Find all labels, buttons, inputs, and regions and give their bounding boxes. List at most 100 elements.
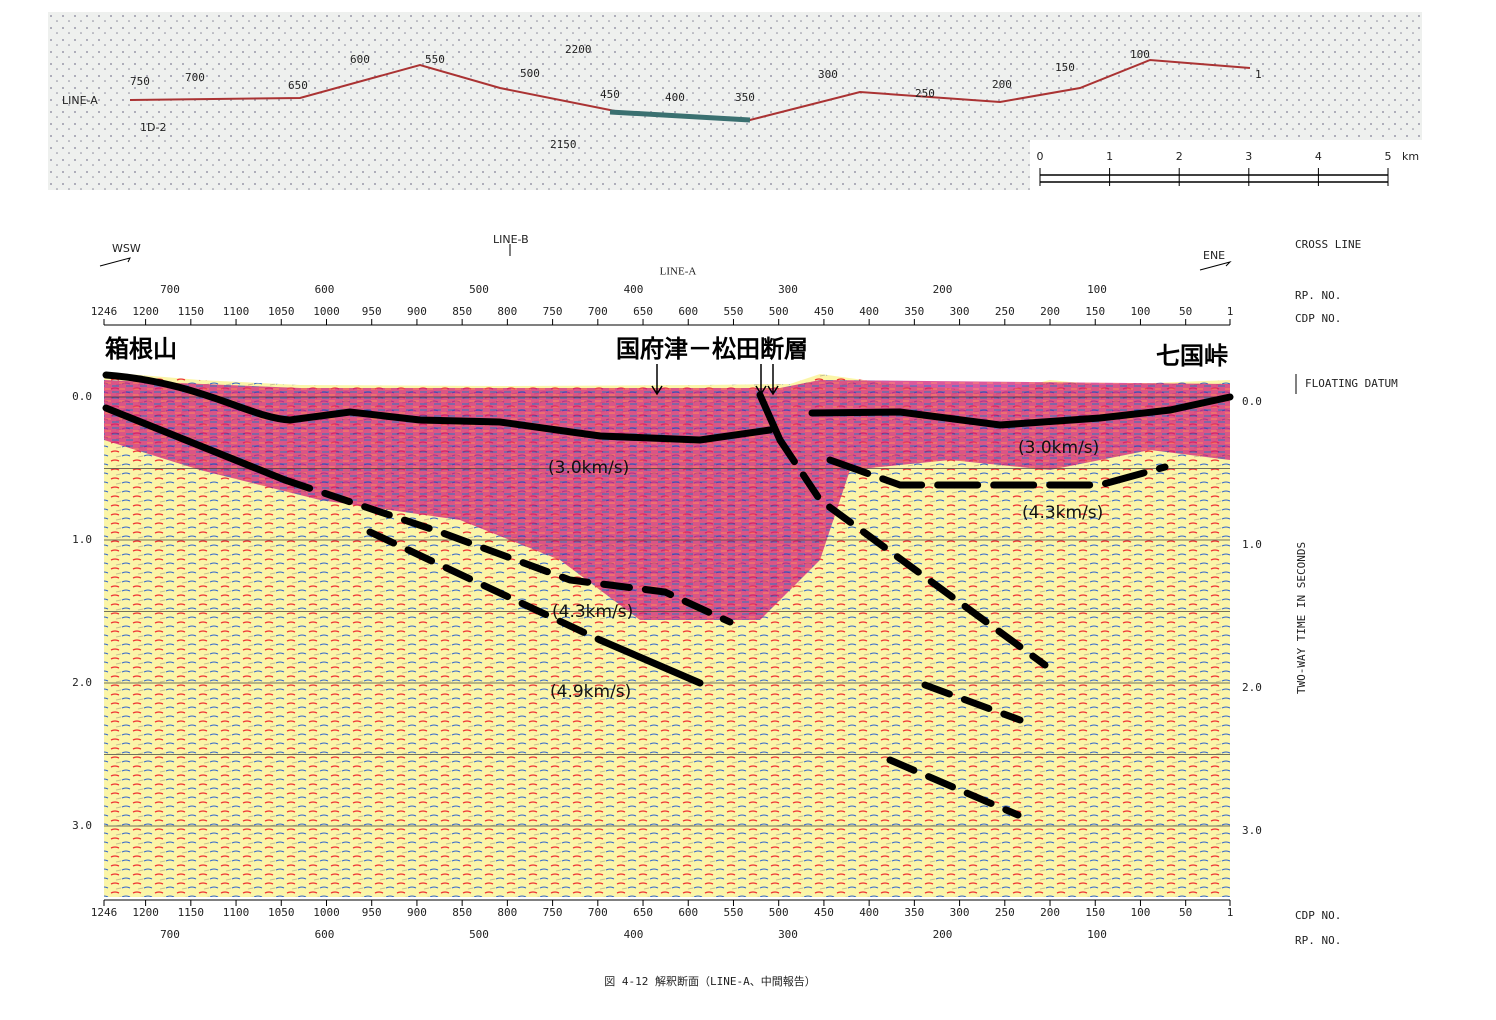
cdp-label: 900 — [407, 906, 427, 919]
cdp-label: 400 — [859, 305, 879, 318]
scale-unit: km — [1402, 150, 1419, 163]
cdp-label: 600 — [678, 305, 698, 318]
cdp-label: 350 — [904, 906, 924, 919]
station: 500 — [520, 67, 540, 80]
horizon — [826, 456, 1169, 489]
rp-label: 200 — [933, 283, 953, 296]
rp-label: 700 — [160, 283, 180, 296]
rp-label: 100 — [1087, 928, 1107, 941]
cdp-label: 1150 — [178, 906, 205, 919]
cdp-label: 100 — [1131, 906, 1151, 919]
caption: 図 4-12 解釈断面（LINE-A、中間報告） — [604, 974, 815, 988]
cdp-label: 800 — [497, 305, 517, 318]
scale-label: 3 — [1245, 150, 1252, 163]
cdp-label: 1246 — [91, 305, 118, 318]
cdp-label: 850 — [452, 906, 472, 919]
station: 450 — [600, 88, 620, 101]
cdp-label: 350 — [904, 305, 924, 318]
time-label: 2.0 — [72, 676, 92, 689]
horizon — [596, 636, 704, 687]
place-left: 箱根山 — [105, 335, 177, 363]
station: 600 — [350, 53, 370, 66]
station: 1 — [1255, 68, 1262, 81]
cdp-label: 150 — [1085, 305, 1105, 318]
cdp-label: 700 — [588, 305, 608, 318]
interpretation — [102, 371, 1234, 819]
cdp-label: 1150 — [178, 305, 205, 318]
cdp-label: 950 — [362, 906, 382, 919]
seismic-strong-reflections — [104, 380, 1230, 620]
right-label: CDP NO. — [1295, 312, 1341, 325]
station: 750 — [130, 75, 150, 88]
fault — [756, 391, 784, 444]
cdp-label: 1 — [1227, 906, 1234, 919]
rp-label: 200 — [933, 928, 953, 941]
cdp-label: 1200 — [132, 906, 159, 919]
station: 150 — [1055, 61, 1075, 74]
time-axis-label: TWO-WAY TIME IN SECONDS — [1295, 542, 1308, 694]
rp-label: 500 — [469, 283, 489, 296]
horizon — [366, 528, 604, 644]
right-label: RP. NO. — [1295, 934, 1341, 947]
velocity-label: (4.3km/s) — [552, 602, 633, 622]
cdp-label: 200 — [1040, 305, 1060, 318]
fault — [776, 436, 1049, 669]
cdp-label: 750 — [543, 305, 563, 318]
horizon — [281, 476, 734, 626]
cdp-label: 1200 — [132, 305, 159, 318]
velocity-label: (4.9km/s) — [550, 682, 631, 702]
cdp-label: 550 — [724, 305, 744, 318]
cdp-label: 400 — [859, 906, 879, 919]
velocity-label: (3.0km/s) — [1018, 438, 1099, 458]
cdp-label: 450 — [814, 305, 834, 318]
cdp-label: 850 — [452, 305, 472, 318]
rp-label: 400 — [624, 928, 644, 941]
cdp-label: 500 — [769, 906, 789, 919]
station: 250 — [915, 87, 935, 100]
right-label: FLOATING DATUM — [1305, 377, 1398, 390]
time-label: 0.0 — [72, 390, 92, 403]
cdp-label: 200 — [1040, 906, 1060, 919]
survey-segment — [609, 109, 751, 123]
cdp-label: 800 — [497, 906, 517, 919]
cdp-label: 600 — [678, 906, 698, 919]
horizon — [808, 393, 1234, 429]
rp-label: 300 — [778, 928, 798, 941]
scale-label: 2 — [1176, 150, 1183, 163]
direction-right: ENE — [1203, 249, 1225, 262]
horizon — [102, 404, 289, 484]
right-label: CDP NO. — [1295, 909, 1341, 922]
place-right: 七国峠 — [1156, 342, 1228, 370]
fault — [886, 756, 1022, 819]
cdp-label: 1246 — [91, 906, 118, 919]
station: 2200 — [565, 43, 592, 56]
cdp-label: 1100 — [223, 906, 250, 919]
cdp-label: 650 — [633, 906, 653, 919]
rp-label: 100 — [1087, 283, 1107, 296]
cdp-label: 550 — [724, 906, 744, 919]
time-label: 3.0 — [1242, 824, 1262, 837]
cdp-label: 700 — [588, 906, 608, 919]
time-label: 1.0 — [72, 533, 92, 546]
horizon — [102, 371, 774, 444]
rp-label: 300 — [778, 283, 798, 296]
velocity-label: (4.3km/s) — [1022, 503, 1103, 523]
fault-name: 国府津－松田断層 — [616, 335, 808, 363]
scale-label: 1 — [1106, 150, 1113, 163]
cdp-label: 750 — [543, 906, 563, 919]
rp-label: 500 — [469, 928, 489, 941]
cdp-label: 1000 — [313, 305, 340, 318]
time-label: 1.0 — [1242, 538, 1262, 551]
cdp-label: 1100 — [223, 305, 250, 318]
station: 550 — [425, 53, 445, 66]
scale-label: 5 — [1385, 150, 1392, 163]
section-title: LINE-A — [660, 266, 697, 278]
cdp-label: 300 — [950, 305, 970, 318]
cdp-label: 950 — [362, 305, 382, 318]
rp-label: 700 — [160, 928, 180, 941]
fault-arrows — [651, 364, 779, 396]
cdp-label: 500 — [769, 305, 789, 318]
station: 400 — [665, 91, 685, 104]
